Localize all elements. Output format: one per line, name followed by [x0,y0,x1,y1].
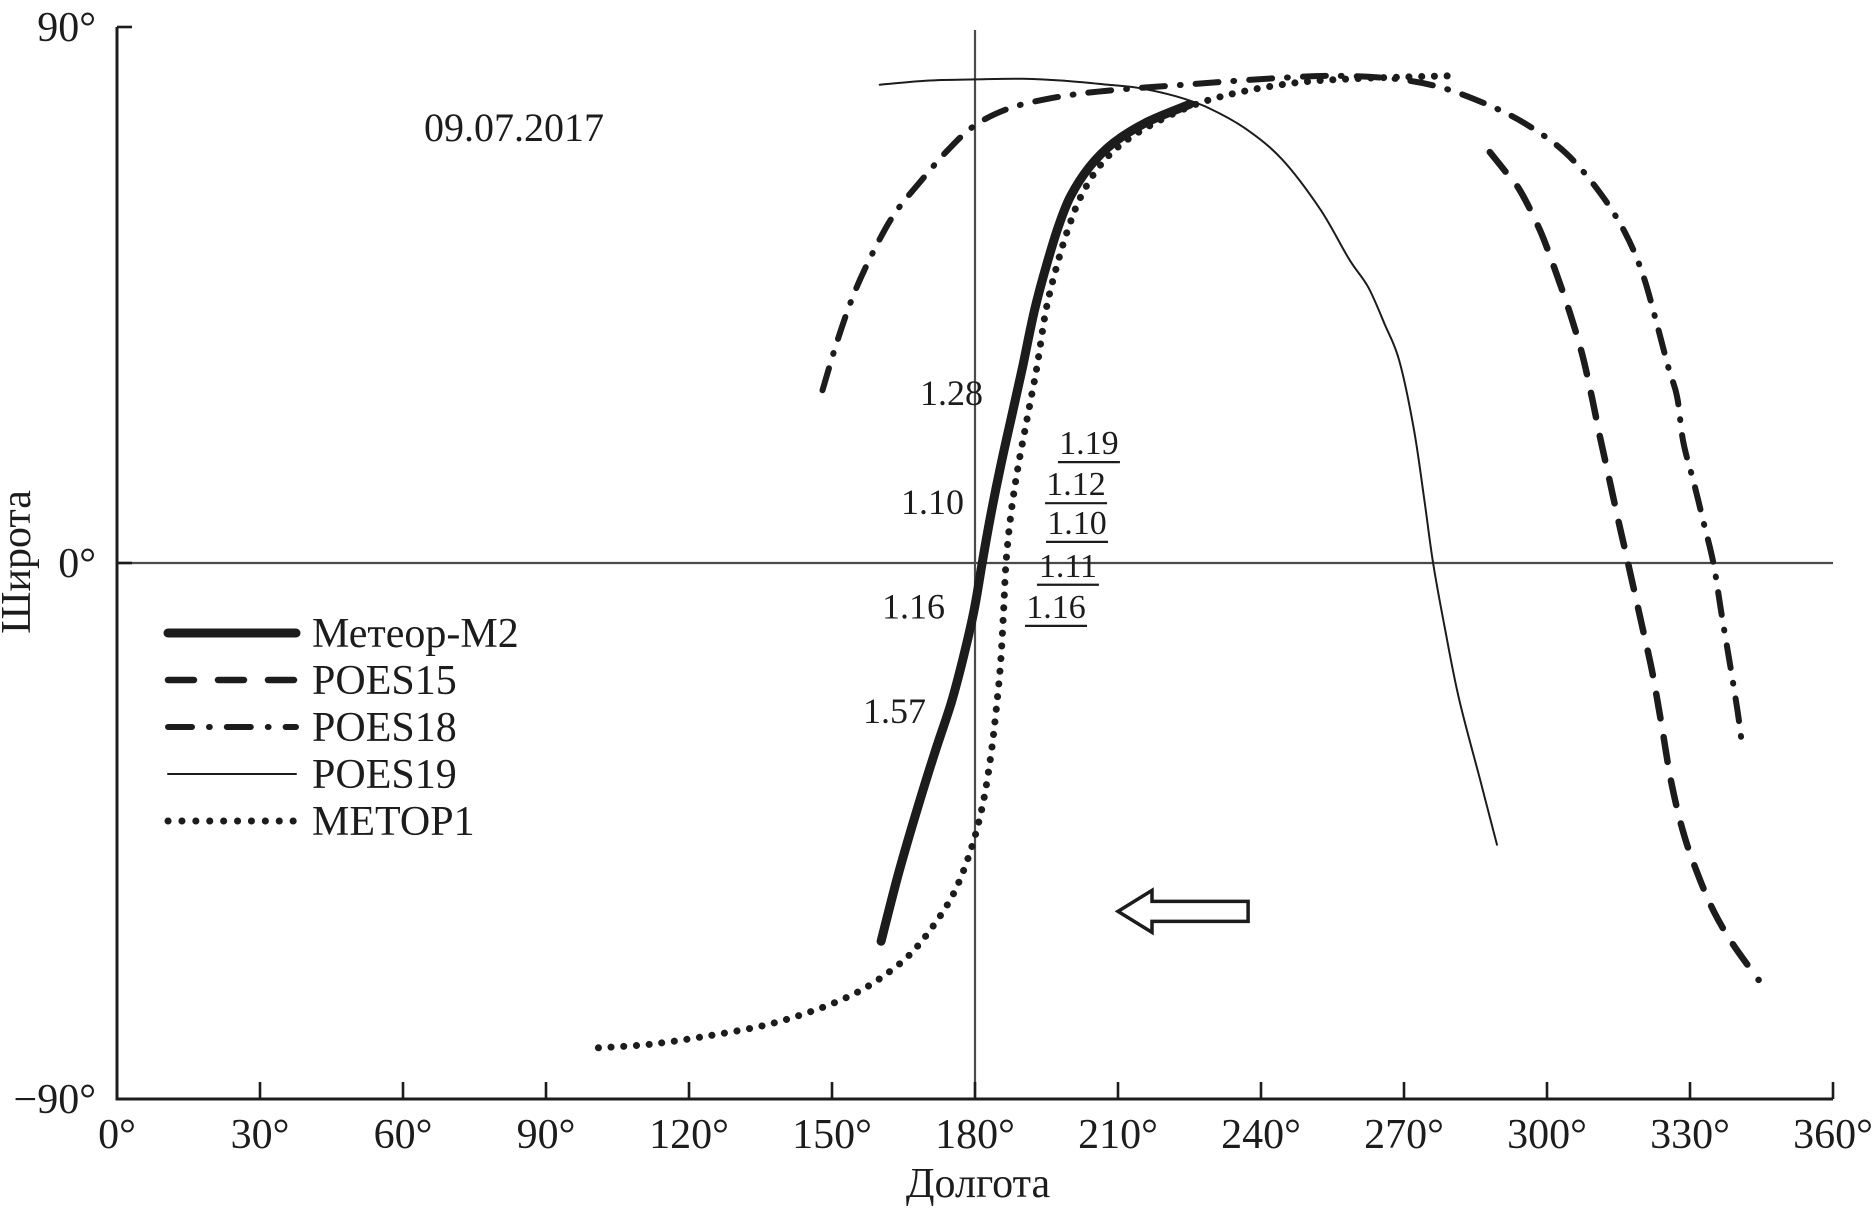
series-layer [594,72,1762,1052]
x-tick-label: 150° [792,1112,872,1158]
x-tick-label: 270° [1364,1112,1444,1158]
annotations-layer: 1.281.101.161.571.191.121.101.111.16 [863,373,1250,936]
x-tick-label: 90° [517,1112,576,1158]
precession-label-right: 1.19 [1059,425,1119,462]
series-path-poes15 [1486,148,1762,984]
y-tick-label: 0° [58,541,96,587]
precession-label-right: 1.10 [1047,505,1107,542]
date-label: 09.07.2017 [424,105,604,150]
x-tick-label: 30° [231,1112,290,1158]
x-tick-label: 330° [1650,1112,1730,1158]
westward-drift-arrow [1114,887,1250,936]
legend-label-poes15: POES15 [312,658,457,704]
x-tick-label: 60° [374,1112,433,1158]
series-path-poes18 [819,72,1746,751]
legend-label-metop1: METOP1 [312,799,475,845]
y-tick-label: 90° [37,5,96,51]
series-path-meteor-m2 [876,99,1194,946]
series-path-poes19 [878,77,1498,846]
precession-label-left: 1.28 [920,373,983,413]
x-tick-label: 240° [1221,1112,1301,1158]
series-path-metop1 [594,72,1456,1052]
precession-label-left: 1.16 [882,586,945,626]
reference-lines-layer [117,29,1834,1100]
axes-layer: 0° 30° 60° 90° 120° 150° 180° 210° 240° 270° 300° 3… [14,5,1873,1158]
x-tick-label: 180° [935,1112,1015,1158]
y-axis-title: Широта [0,490,40,634]
precession-label-left: 1.57 [863,691,926,731]
precession-label-right: 1.16 [1026,589,1086,626]
legend-label-meteor-m2: Метеор-М2 [312,611,519,657]
x-tick-label: 120° [649,1112,729,1158]
x-tick-label: 210° [1078,1112,1158,1158]
precession-label-right: 1.11 [1039,548,1097,585]
precession-label-left: 1.10 [901,482,964,522]
legend-label-poes18: POES18 [312,705,457,751]
y-tick-label: −90° [14,1077,96,1123]
x-tick-label: 0° [98,1112,136,1158]
x-axis-title: Долгота [906,1161,1051,1207]
legend-label-poes19: POES19 [312,752,457,798]
precession-label-right: 1.12 [1046,466,1106,503]
x-tick-label: 360° [1793,1112,1873,1158]
x-tick-label: 300° [1507,1112,1587,1158]
